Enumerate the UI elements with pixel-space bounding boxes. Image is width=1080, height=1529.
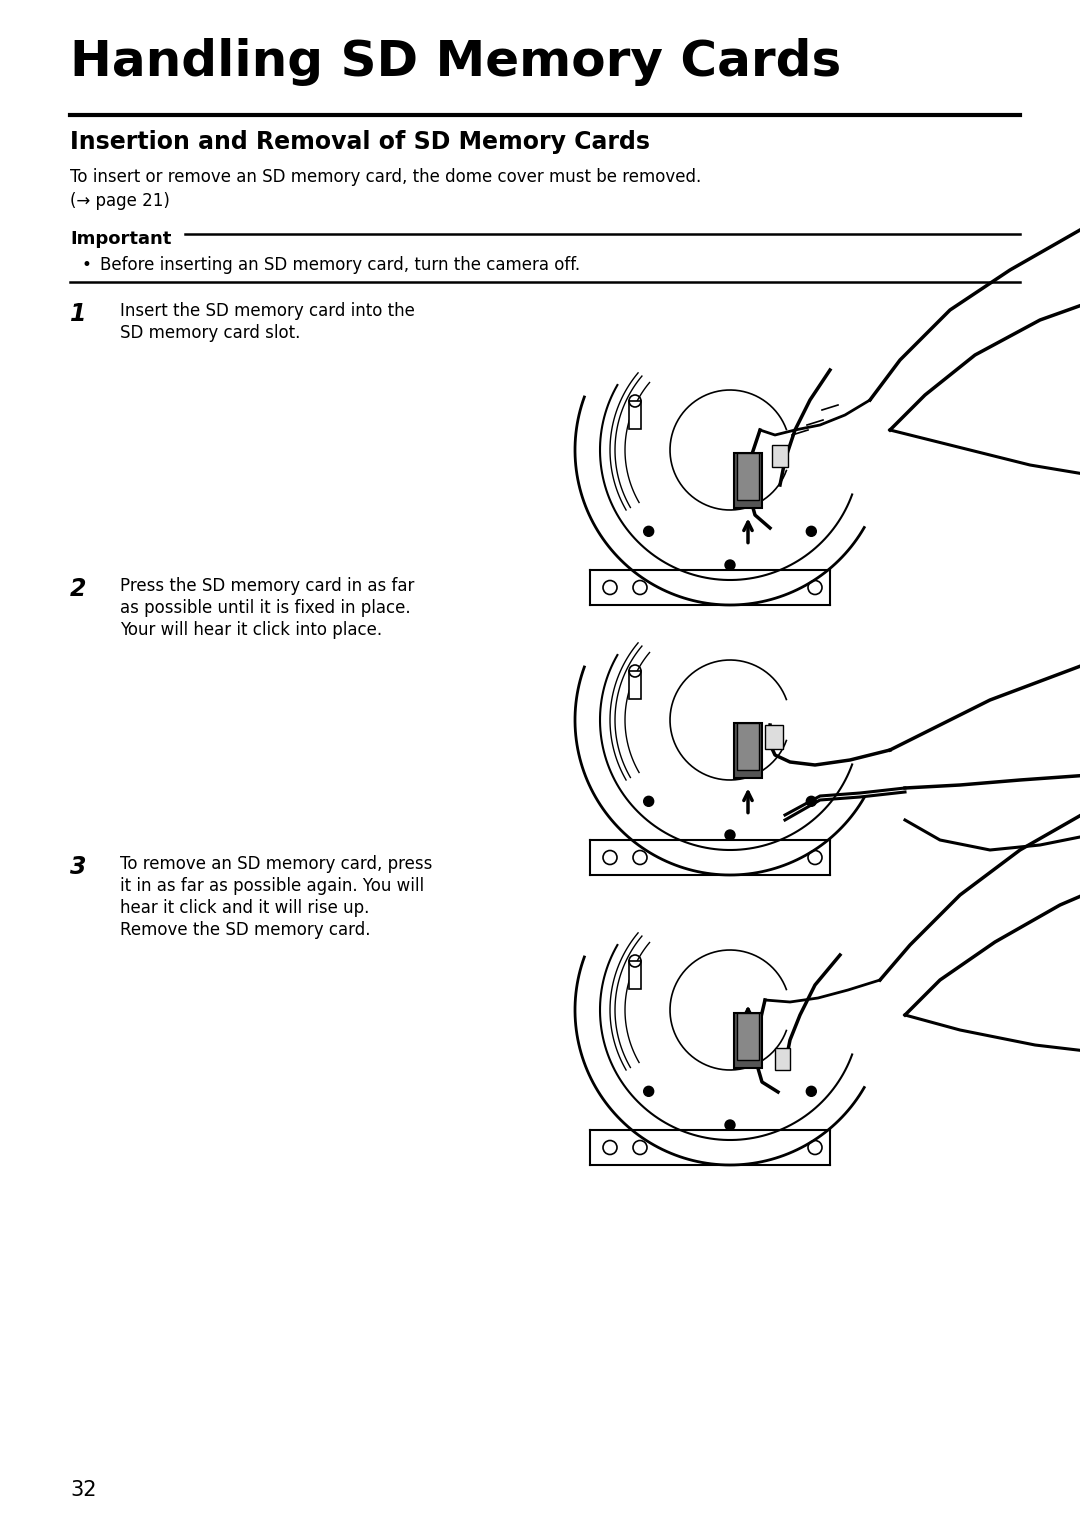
Text: Handling SD Memory Cards: Handling SD Memory Cards	[70, 38, 841, 86]
Bar	[737, 1012, 759, 1060]
Text: SD memory card slot.: SD memory card slot.	[120, 324, 300, 342]
Bar	[765, 725, 783, 749]
Bar	[734, 1012, 762, 1067]
Circle shape	[807, 797, 816, 806]
Text: Press the SD memory card in as far: Press the SD memory card in as far	[120, 576, 415, 595]
Bar	[775, 1047, 789, 1070]
Circle shape	[644, 797, 653, 806]
Bar	[629, 962, 642, 989]
Text: 2: 2	[70, 576, 86, 601]
Circle shape	[807, 1086, 816, 1096]
Text: Your will hear it click into place.: Your will hear it click into place.	[120, 621, 382, 639]
Text: To remove an SD memory card, press: To remove an SD memory card, press	[120, 855, 432, 873]
Bar	[737, 453, 759, 500]
Text: it in as far as possible again. You will: it in as far as possible again. You will	[120, 878, 424, 894]
Text: Important: Important	[70, 229, 172, 248]
Bar	[734, 723, 762, 778]
Text: •: •	[82, 255, 92, 274]
Circle shape	[644, 526, 653, 537]
Text: as possible until it is fixed in place.: as possible until it is fixed in place.	[120, 599, 410, 618]
Text: (→ page 21): (→ page 21)	[70, 193, 170, 209]
Circle shape	[807, 526, 816, 537]
Text: 1: 1	[70, 303, 86, 326]
Text: Before inserting an SD memory card, turn the camera off.: Before inserting an SD memory card, turn…	[100, 255, 580, 274]
Text: 3: 3	[70, 855, 86, 879]
Text: hear it click and it will rise up.: hear it click and it will rise up.	[120, 899, 369, 917]
Bar	[737, 723, 759, 769]
Circle shape	[725, 1121, 735, 1130]
Bar	[772, 445, 788, 466]
Bar	[629, 671, 642, 699]
Circle shape	[725, 560, 735, 570]
Text: To insert or remove an SD memory card, the dome cover must be removed.: To insert or remove an SD memory card, t…	[70, 168, 701, 187]
Text: Insertion and Removal of SD Memory Cards: Insertion and Removal of SD Memory Cards	[70, 130, 650, 154]
Circle shape	[725, 830, 735, 839]
Text: Insert the SD memory card into the: Insert the SD memory card into the	[120, 303, 415, 320]
Text: 32: 32	[70, 1480, 96, 1500]
Bar	[734, 453, 762, 508]
Circle shape	[644, 1086, 653, 1096]
Bar	[629, 401, 642, 430]
Text: Remove the SD memory card.: Remove the SD memory card.	[120, 920, 370, 939]
